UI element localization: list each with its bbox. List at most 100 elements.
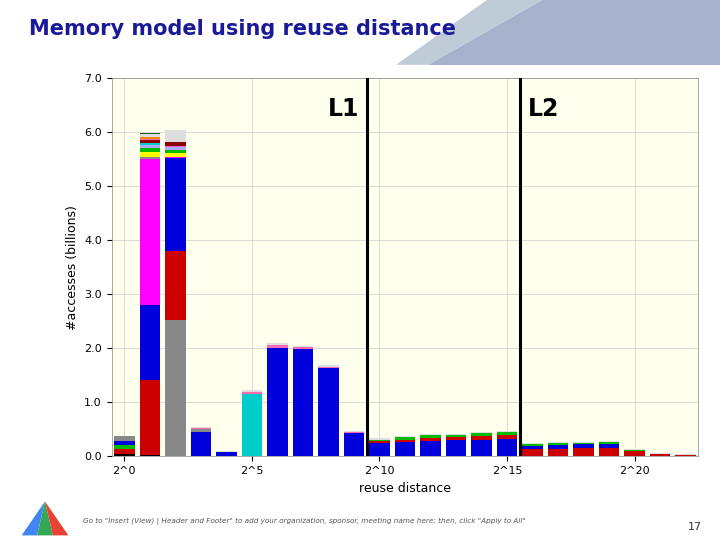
Bar <box>140 159 160 305</box>
Bar <box>573 444 594 448</box>
Bar <box>165 147 186 150</box>
Bar <box>369 438 390 440</box>
Bar <box>140 152 160 157</box>
Bar <box>522 446 543 449</box>
Bar <box>267 348 288 456</box>
Polygon shape <box>45 501 68 536</box>
Bar <box>599 441 619 442</box>
Bar <box>165 251 186 320</box>
Text: L1: L1 <box>328 97 359 121</box>
Bar <box>165 146 186 147</box>
Bar <box>165 320 186 456</box>
Bar <box>114 454 135 456</box>
Bar <box>599 442 619 444</box>
Bar <box>497 435 517 439</box>
Bar <box>140 380 160 455</box>
Bar <box>114 445 135 449</box>
Bar <box>497 439 517 456</box>
Bar <box>191 427 211 428</box>
Bar <box>624 451 645 456</box>
Bar <box>548 443 568 445</box>
Bar <box>420 438 441 441</box>
Bar <box>497 431 517 432</box>
Bar <box>216 451 237 452</box>
Bar <box>293 347 313 349</box>
Bar <box>395 440 415 442</box>
Polygon shape <box>428 0 720 65</box>
Bar <box>165 150 186 153</box>
Bar <box>140 148 160 152</box>
Bar <box>140 134 160 137</box>
Bar <box>446 440 467 456</box>
Bar <box>140 133 160 134</box>
Bar <box>395 437 415 440</box>
Text: Memory model using reuse distance: Memory model using reuse distance <box>29 19 456 39</box>
Bar <box>446 437 467 440</box>
Bar <box>472 440 492 456</box>
Bar <box>573 443 594 444</box>
Bar <box>675 455 696 456</box>
Bar <box>293 346 313 347</box>
Bar <box>472 436 492 440</box>
Bar <box>343 432 364 433</box>
Bar <box>599 448 619 456</box>
Bar <box>522 443 543 444</box>
Bar <box>395 442 415 456</box>
Bar <box>318 367 338 368</box>
Bar <box>650 454 670 456</box>
Bar <box>548 445 568 449</box>
Bar <box>472 433 492 436</box>
Bar <box>318 368 338 456</box>
Text: 17: 17 <box>688 522 702 532</box>
Bar <box>191 429 211 432</box>
Y-axis label: #accesses (billions): #accesses (billions) <box>66 205 78 330</box>
Bar <box>446 435 467 437</box>
Bar <box>395 436 415 437</box>
Bar <box>318 365 338 367</box>
Bar <box>165 158 186 251</box>
Bar <box>242 390 262 392</box>
Bar <box>573 448 594 456</box>
Bar <box>522 449 543 456</box>
Polygon shape <box>396 0 542 65</box>
Bar <box>165 157 186 158</box>
Bar <box>140 157 160 159</box>
Bar <box>114 436 135 441</box>
X-axis label: reuse distance: reuse distance <box>359 482 451 495</box>
Bar <box>165 130 186 142</box>
Bar <box>242 394 262 456</box>
Bar <box>216 452 237 456</box>
Bar <box>140 455 160 456</box>
Bar <box>599 444 619 448</box>
Bar <box>165 142 186 146</box>
Bar <box>267 345 288 348</box>
Bar <box>369 443 390 456</box>
Bar <box>369 440 390 441</box>
Bar <box>242 392 262 394</box>
Bar <box>369 441 390 443</box>
Bar <box>497 432 517 435</box>
Bar <box>522 444 543 446</box>
Bar <box>446 434 467 435</box>
Bar <box>573 442 594 443</box>
Bar <box>472 432 492 433</box>
Bar <box>343 431 364 432</box>
Bar <box>624 449 645 450</box>
Text: Go to "Insert (View) | Header and Footer" to add your organization, sponsor, mee: Go to "Insert (View) | Header and Footer… <box>83 518 526 525</box>
Bar <box>420 435 441 438</box>
Bar <box>140 145 160 148</box>
Bar <box>165 153 186 157</box>
Bar <box>140 305 160 380</box>
Polygon shape <box>37 501 53 536</box>
Bar <box>191 432 211 456</box>
Bar <box>114 449 135 454</box>
Bar <box>420 441 441 456</box>
Bar <box>293 349 313 456</box>
Bar <box>624 450 645 451</box>
Bar <box>140 139 160 140</box>
Bar <box>548 442 568 443</box>
Bar <box>548 449 568 456</box>
Bar <box>267 343 288 345</box>
Bar <box>140 140 160 143</box>
Polygon shape <box>22 501 45 536</box>
